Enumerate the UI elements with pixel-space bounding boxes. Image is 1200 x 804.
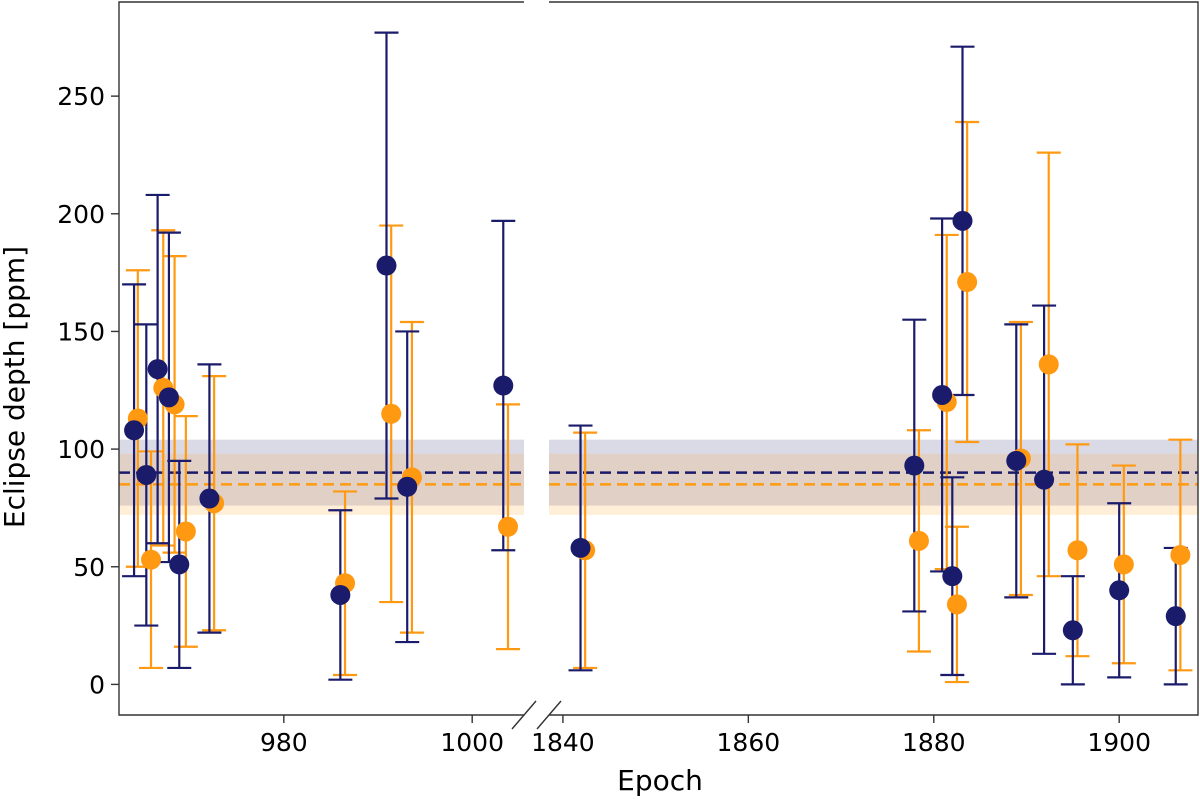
axis-break-mark-1 — [536, 700, 562, 730]
data-point-s0-8 — [397, 476, 418, 497]
mean-lines — [119, 471, 1198, 486]
data-point-s1-18 — [1113, 554, 1134, 575]
x-tick-label-p1-3: 1900 — [1087, 728, 1151, 757]
left-panel-spines — [118, 1, 524, 716]
y-tick-label-5: 250 — [57, 82, 105, 111]
data-point-s0-6 — [330, 584, 351, 605]
data-point-s1-4 — [175, 521, 196, 542]
y-tick-label-3: 150 — [57, 317, 105, 346]
x-tick-label-p0-0: 980 — [260, 728, 308, 757]
data-point-s0-0 — [124, 420, 145, 441]
y-tick-label-4: 200 — [57, 200, 105, 229]
data-point-s0-1 — [136, 464, 157, 485]
x-tick-label-p1-2: 1880 — [902, 728, 966, 757]
axis-ticks: 0 50 100 150 200 250 980 1000 1840 1860 1880 1900 — [57, 82, 1151, 757]
data-point-s1-1 — [141, 549, 162, 570]
data-point-s0-18 — [1109, 580, 1130, 601]
data-point-s1-14 — [957, 272, 978, 293]
error-bars — [122, 31, 1193, 686]
x-tick-label-p1-1: 1860 — [717, 728, 781, 757]
y-tick-label-2: 100 — [57, 435, 105, 464]
data-point-s0-16 — [1034, 469, 1055, 490]
data-point-s0-14 — [952, 210, 973, 231]
axis-break-mark-0 — [511, 700, 537, 730]
data-point-s0-12 — [932, 384, 953, 405]
y-tick-label-1: 50 — [73, 553, 105, 582]
data-point-s0-2 — [147, 359, 168, 380]
data-point-s0-3 — [158, 387, 179, 408]
data-point-s1-19 — [1170, 544, 1191, 565]
x-tick-label-p0-1: 1000 — [440, 728, 504, 757]
x-tick-label-p1-0: 1840 — [531, 728, 595, 757]
data-point-s1-16 — [1038, 354, 1059, 375]
axes-frame — [118, 1, 1199, 730]
data-point-s0-7 — [376, 255, 397, 276]
data-point-s0-4 — [169, 554, 190, 575]
data-point-s1-9 — [497, 516, 518, 537]
data-point-s1-17 — [1067, 540, 1088, 561]
data-point-s0-19 — [1165, 606, 1186, 627]
data-point-s0-17 — [1062, 620, 1083, 641]
right-panel-spines — [549, 1, 1199, 716]
data-point-s1-11 — [908, 530, 929, 551]
data-point-s0-10 — [570, 537, 591, 558]
y-tick-label-0: 0 — [89, 670, 105, 699]
data-point-s0-5 — [199, 488, 220, 509]
x-axis-label: Epoch — [617, 764, 703, 797]
data-point-s0-9 — [493, 375, 514, 396]
data-point-s1-13 — [946, 594, 967, 615]
data-point-s1-7 — [381, 403, 402, 424]
data-point-s0-11 — [904, 455, 925, 476]
data-points — [124, 210, 1191, 641]
data-point-s0-13 — [942, 566, 963, 587]
y-axis-label: Eclipse depth [ppm] — [0, 246, 31, 528]
data-point-s0-15 — [1006, 450, 1027, 471]
